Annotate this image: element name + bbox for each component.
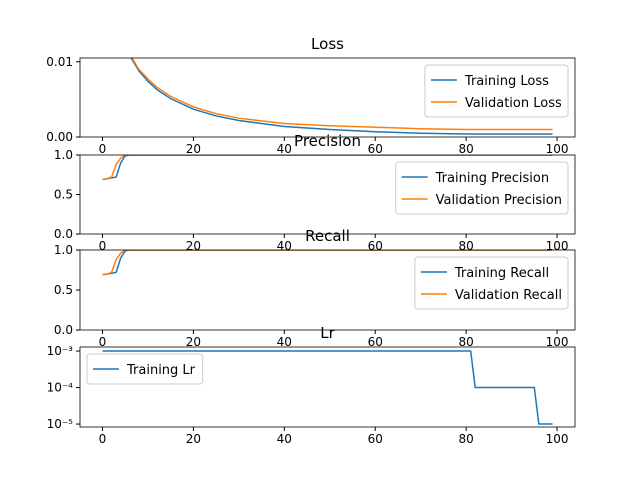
y-tick-label: 0.0	[54, 323, 73, 337]
subplot: Precision 0 20 40 60 80 100 0.0 0.5 1.0 Training P…	[54, 132, 576, 253]
axes-frame	[79, 346, 576, 428]
legend-label: Validation Precision	[436, 193, 562, 208]
x-tick-label: 20	[186, 432, 201, 446]
series-line	[130, 58, 553, 135]
legend-box	[395, 161, 569, 215]
x-tick-label: 80	[458, 239, 473, 253]
x-tick-label: 100	[546, 239, 569, 253]
legend-label: Training Lr	[126, 363, 196, 378]
y-tick-label: 0.5	[54, 283, 73, 297]
x-tick-label: 20	[186, 239, 201, 253]
x-tick-label: 60	[368, 239, 383, 253]
axes-frame	[79, 57, 576, 138]
x-tick-label: 60	[368, 335, 383, 349]
axes-frame	[79, 154, 576, 235]
x-tick-label: 40	[277, 142, 292, 156]
x-tick-label: 40	[277, 432, 292, 446]
subplot: Lr 0 20 40 60 80 100 10⁻³ 10⁻⁴ 10⁻⁵ Training Lr	[47, 324, 576, 446]
x-tick-label: 100	[546, 142, 569, 156]
subplot-title: Loss	[311, 35, 344, 53]
y-tick-label: 0.01	[46, 55, 73, 69]
legend-label: Training Precision	[435, 171, 549, 186]
x-tick-label: 0	[99, 335, 107, 349]
legend: Training Lr	[86, 353, 204, 385]
subplot: Recall 0 20 40 60 80 100 0.0 0.5 1.0 Training Reca…	[54, 227, 576, 349]
y-tick-label: 1.0	[54, 243, 73, 257]
y-tick-label: 1.0	[54, 148, 73, 162]
legend-label: Training Loss	[464, 74, 549, 89]
y-tick-label: 0.5	[54, 188, 73, 202]
legend-label: Validation Recall	[455, 288, 562, 303]
y-tick-label: 0.0	[54, 227, 73, 241]
legend-box	[424, 64, 569, 118]
x-tick-label: 20	[186, 142, 201, 156]
y-tick-label: 10⁻³	[47, 344, 74, 358]
x-tick-label: 60	[368, 432, 383, 446]
legend-box	[414, 256, 569, 310]
x-tick-label: 100	[546, 432, 569, 446]
x-tick-label: 20	[186, 335, 201, 349]
y-tick-label: 10⁻⁵	[47, 417, 74, 431]
series-line	[102, 250, 553, 276]
subplot-title: Precision	[294, 132, 361, 150]
series-line	[131, 58, 553, 131]
x-tick-label: 0	[99, 239, 107, 253]
subplot-title: Recall	[305, 227, 350, 245]
subplot: Loss 0 20 40 60 80 100 0.00 0.01 Training Loss Val…	[46, 35, 576, 156]
x-tick-label: 100	[546, 335, 569, 349]
series-line	[102, 155, 553, 181]
legend-box	[86, 353, 204, 385]
x-tick-label: 60	[368, 142, 383, 156]
x-tick-label: 80	[458, 142, 473, 156]
x-tick-label: 80	[458, 432, 473, 446]
x-tick-label: 0	[99, 142, 107, 156]
x-tick-label: 0	[99, 432, 107, 446]
y-tick-label: 0.00	[46, 130, 73, 144]
x-tick-label: 80	[458, 335, 473, 349]
legend-label: Training Recall	[454, 266, 549, 281]
x-tick-label: 40	[277, 335, 292, 349]
legend: Training Precision Validation Precision	[395, 161, 569, 215]
legend-label: Validation Loss	[465, 96, 562, 111]
series-line	[102, 350, 553, 425]
axes-frame	[79, 249, 576, 331]
legend: Training Recall Validation Recall	[414, 256, 569, 310]
x-tick-label: 40	[277, 239, 292, 253]
subplot-title: Lr	[320, 324, 335, 342]
legend: Training Loss Validation Loss	[424, 64, 569, 118]
y-tick-label: 10⁻⁴	[47, 381, 74, 395]
